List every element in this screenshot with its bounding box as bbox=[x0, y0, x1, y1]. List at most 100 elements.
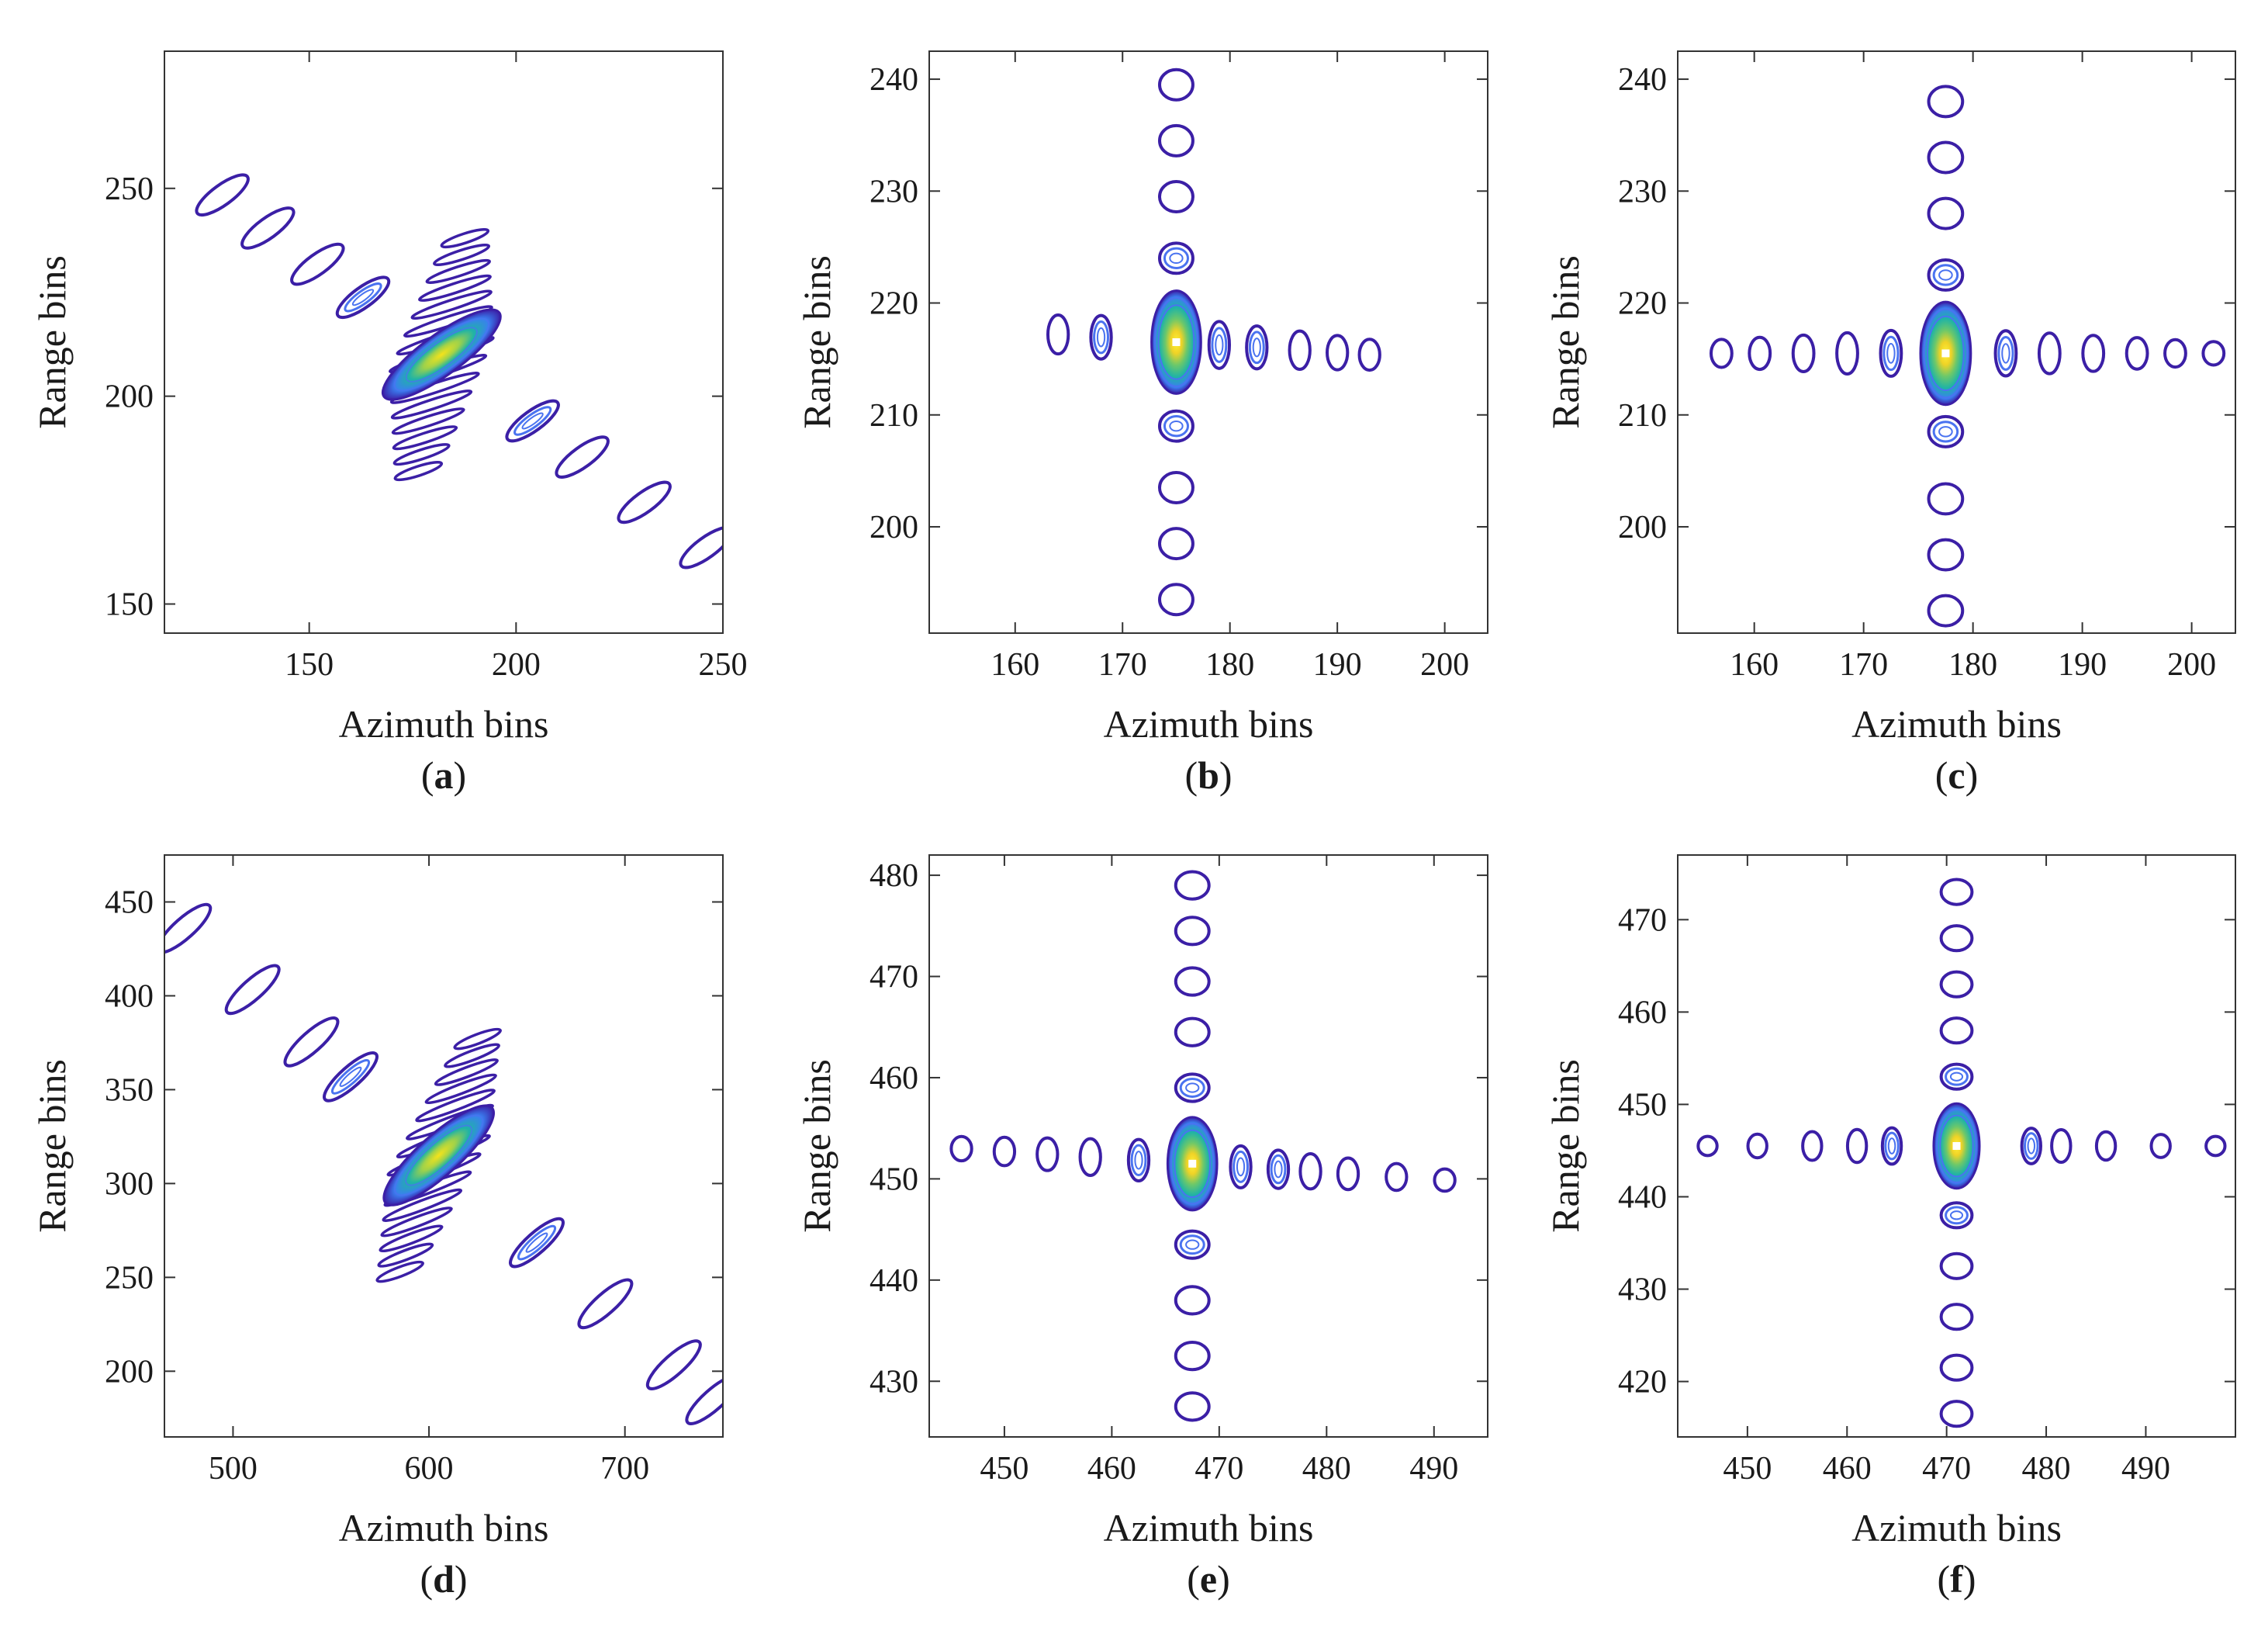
azimuth-sidelobe bbox=[2201, 340, 2226, 367]
range-sidelobe bbox=[1158, 409, 1195, 443]
diagonal-sidelobe-inner bbox=[344, 282, 382, 313]
caption-open-paren: ( bbox=[1938, 1557, 1951, 1601]
panel-caption: (e) bbox=[1187, 1557, 1230, 1601]
panel-a-frame bbox=[164, 50, 724, 634]
x-axis-label: Azimuth bins bbox=[339, 1506, 549, 1549]
panel-c: 160 170 180 190 200 200 210 220 230 240 Azimuth bi… bbox=[1544, 50, 2236, 797]
range-sidelobe-bar bbox=[393, 461, 444, 482]
azimuth-sidelobe bbox=[1035, 1136, 1060, 1172]
x-tick-label: 200 bbox=[492, 647, 541, 683]
range-sidelobe-bar bbox=[425, 258, 491, 285]
y-tick-label: 440 bbox=[870, 1263, 918, 1299]
y-tick-label: 200 bbox=[870, 510, 918, 545]
range-sidelobe-bar bbox=[453, 1027, 502, 1051]
range-sidelobe bbox=[1174, 1285, 1211, 1316]
x-axis-label: Azimuth bins bbox=[1104, 1506, 1314, 1549]
azimuth-sidelobe bbox=[1835, 331, 1859, 376]
panel-caption: (c) bbox=[1935, 753, 1979, 797]
range-sidelobe-bar bbox=[440, 228, 490, 249]
x-tick-label: 600 bbox=[405, 1451, 454, 1487]
y-axis-label: Range bins bbox=[795, 255, 838, 429]
range-sidelobe-bar bbox=[434, 1058, 499, 1086]
caption-close-paren: ) bbox=[1965, 753, 1979, 797]
y-tick-label: 430 bbox=[870, 1364, 918, 1400]
azimuth-sidelobe bbox=[1357, 338, 1381, 372]
azimuth-sidelobe bbox=[2050, 1128, 2073, 1164]
mainlobe-peak bbox=[1952, 1142, 1961, 1150]
azimuth-sidelobe-inner bbox=[1997, 335, 2014, 371]
mainlobe-contour-0 bbox=[394, 1114, 484, 1196]
y-axis-label: Range bins bbox=[795, 1059, 838, 1233]
y-tick-label: 250 bbox=[105, 171, 154, 207]
x-tick-label: 180 bbox=[1205, 647, 1254, 683]
y-tick-label: 240 bbox=[870, 62, 918, 98]
y-tick-label: 200 bbox=[105, 1354, 154, 1390]
azimuth-sidelobe bbox=[1126, 1137, 1151, 1182]
azimuth-sidelobe bbox=[1433, 1167, 1457, 1193]
diagonal-sidelobe-inner bbox=[513, 406, 552, 436]
azimuth-sidelobe bbox=[2204, 1134, 2227, 1158]
range-sidelobe-bar bbox=[415, 1089, 496, 1123]
range-sidelobe bbox=[1927, 594, 1965, 628]
azimuth-sidelobe bbox=[1709, 338, 1734, 369]
x-tick-label: 200 bbox=[2167, 647, 2216, 683]
panel-b: 160 170 180 190 200 200 210 220 230 240 Azimuth bi… bbox=[795, 50, 1488, 797]
diagonal-sidelobe bbox=[240, 206, 296, 250]
azimuth-sidelobe bbox=[1845, 1127, 1869, 1165]
x-tick-label: 490 bbox=[2121, 1451, 2170, 1487]
panel-f-frame bbox=[1677, 854, 2236, 1438]
caption-letter: d bbox=[433, 1557, 455, 1601]
range-sidelobe-inner bbox=[1932, 421, 1959, 443]
azimuth-sidelobe bbox=[2094, 1130, 2118, 1162]
diagonal-sidelobe bbox=[164, 902, 213, 954]
caption-open-paren: ( bbox=[1935, 753, 1948, 797]
y-tick-label: 470 bbox=[1618, 902, 1667, 938]
caption-close-paren: ) bbox=[455, 1557, 468, 1601]
x-tick-label: 480 bbox=[1302, 1451, 1351, 1487]
range-sidelobe bbox=[1174, 1391, 1211, 1422]
x-tick-label: 200 bbox=[1420, 647, 1469, 683]
azimuth-sidelobe-core bbox=[1215, 334, 1224, 356]
x-tick-label: 700 bbox=[600, 1451, 649, 1487]
panel-caption: (f) bbox=[1938, 1557, 1976, 1601]
panel-caption: (b) bbox=[1184, 753, 1232, 797]
range-sidelobe-bar bbox=[379, 1224, 444, 1253]
range-sidelobe-bar bbox=[391, 407, 465, 435]
azimuth-sidelobe-core bbox=[1274, 1160, 1283, 1179]
range-sidelobe-bar bbox=[380, 1206, 453, 1238]
range-sidelobe bbox=[1939, 878, 1974, 906]
range-sidelobe bbox=[1174, 966, 1211, 997]
diagonal-sidelobe bbox=[509, 1217, 565, 1269]
range-sidelobe bbox=[1927, 85, 1965, 119]
range-sidelobe bbox=[1158, 241, 1195, 275]
azimuth-sidelobe bbox=[1880, 1126, 1903, 1166]
range-sidelobe-inner bbox=[1945, 1067, 1969, 1086]
azimuth-sidelobe-core bbox=[1886, 343, 1896, 364]
range-sidelobe bbox=[1174, 1229, 1211, 1260]
mainlobe-contour-0 bbox=[1923, 308, 1969, 399]
azimuth-sidelobe bbox=[1993, 329, 2018, 378]
y-axis-label: Range bins bbox=[1544, 1059, 1587, 1233]
panel-b-contours bbox=[1046, 68, 1381, 617]
diagonal-sidelobe bbox=[645, 1339, 702, 1390]
azimuth-sidelobe bbox=[1298, 1152, 1322, 1191]
x-tick-label: 500 bbox=[209, 1451, 258, 1487]
panel-d-frame bbox=[164, 854, 724, 1438]
range-sidelobe bbox=[1174, 1016, 1211, 1047]
mainlobe-peak bbox=[1188, 1159, 1197, 1168]
range-sidelobe-inner bbox=[1163, 247, 1189, 269]
y-axis-label: Range bins bbox=[30, 1059, 74, 1233]
y-tick-label: 460 bbox=[870, 1061, 918, 1096]
diagonal-sidelobe bbox=[195, 173, 250, 217]
azimuth-sidelobe bbox=[1336, 1156, 1360, 1192]
diagonal-sidelobe bbox=[617, 480, 672, 524]
panel-c-contours bbox=[1709, 85, 2226, 628]
mainlobe-contour-1 bbox=[1174, 1129, 1212, 1199]
range-sidelobe bbox=[1174, 870, 1211, 901]
range-sidelobe bbox=[1939, 1251, 1974, 1280]
x-tick-label: 160 bbox=[1730, 647, 1779, 683]
azimuth-sidelobe-inner bbox=[2024, 1132, 2039, 1160]
mainlobe-peak bbox=[1172, 338, 1181, 346]
x-tick-label: 180 bbox=[1948, 647, 1997, 683]
